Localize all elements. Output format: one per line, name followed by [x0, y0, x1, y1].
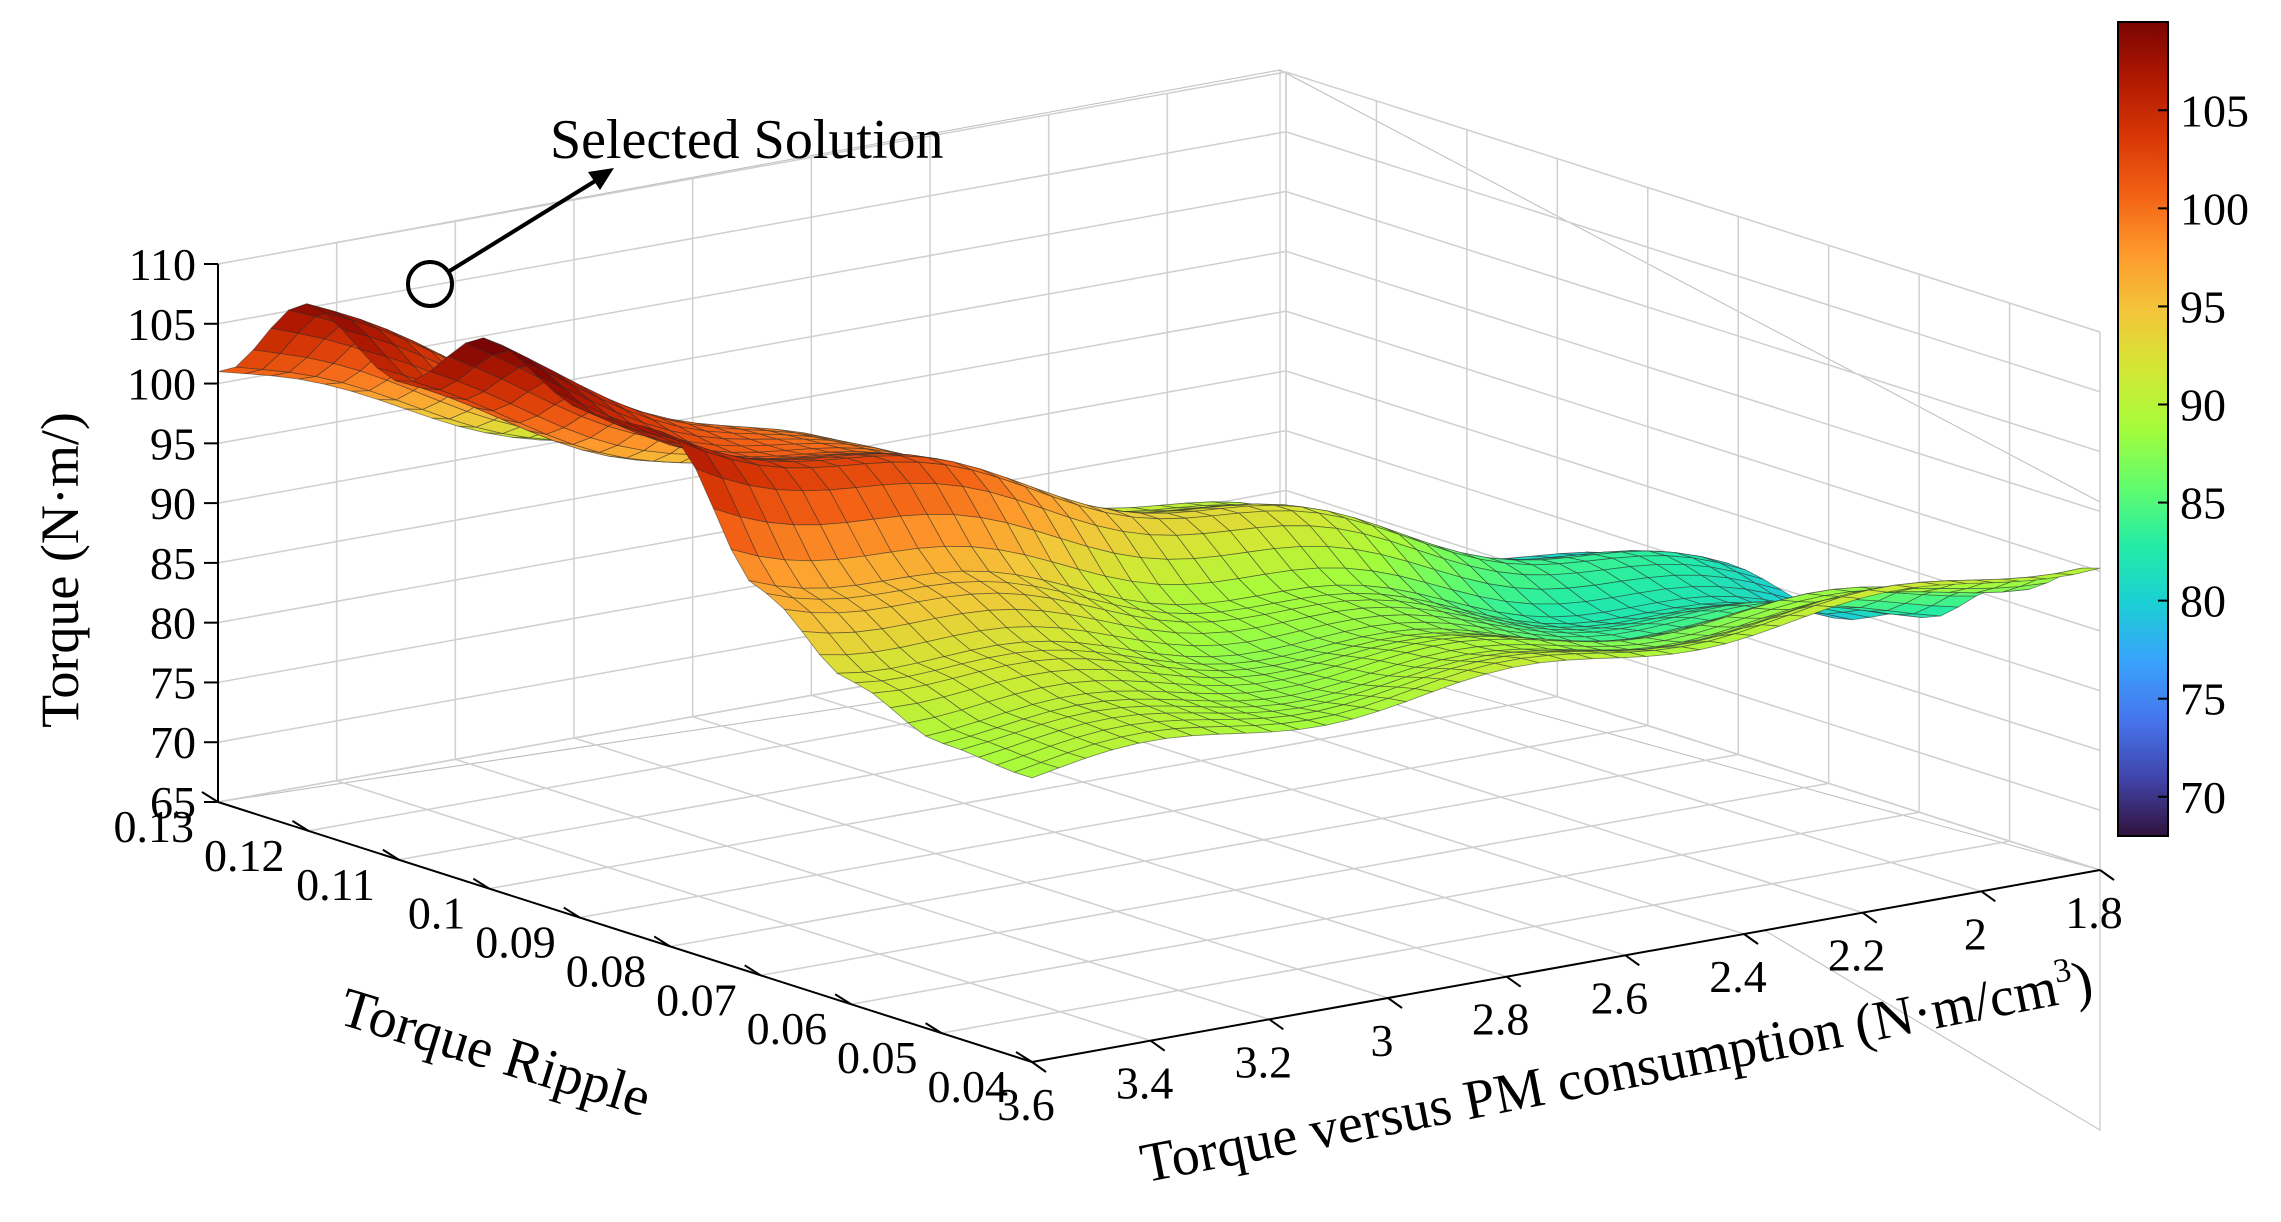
surface-facet [1013, 762, 1060, 779]
colorbar-tick-label: 75 [2180, 674, 2226, 725]
x-tick-mark [834, 993, 852, 1006]
z-tick-label: 80 [150, 598, 196, 649]
x-tick-mark [382, 848, 400, 861]
z-tick-label: 105 [127, 299, 196, 350]
x-axis-ticks: 0.130.120.11 0.10.090.080.070.060.050.04 [114, 791, 1033, 1112]
grid-line-pm [810, 157, 1626, 957]
x-tick-label: 0.05 [837, 1032, 918, 1083]
y-tick-label: 1.8 [2065, 887, 2123, 938]
selected-solution-label: Selected Solution [550, 109, 944, 171]
selected-solution-arrow [446, 176, 602, 274]
y-tick-label: 3.4 [1116, 1058, 1174, 1109]
z-axis-label: Torque (N·m/) [30, 412, 90, 728]
y-axis-label-superscript: 3 [2050, 951, 2074, 991]
z-tick-label: 65 [150, 777, 196, 828]
y-tick-mark [1624, 954, 1640, 967]
grid-line-pm [691, 178, 1507, 978]
x-tick-mark [1015, 1051, 1033, 1063]
y-tick-mark [1150, 1039, 1166, 1052]
z-tick-label: 90 [150, 478, 196, 529]
y-tick-label: 2.2 [1828, 930, 1886, 981]
x-tick-mark [744, 964, 762, 977]
x-tick-label: 0.06 [747, 1003, 828, 1054]
x-tick-mark [563, 906, 581, 919]
colorbar-ticks: 70 75 80 85 90 95 100 105 [2158, 85, 2249, 823]
z-tick-label: 95 [150, 418, 196, 469]
x-tick-mark [925, 1022, 943, 1034]
x-axis-line [217, 801, 1033, 1063]
x-tick-label: 0.11 [296, 859, 375, 910]
y-tick-label: 3 [1371, 1015, 1394, 1066]
x-tick-label: 0.07 [656, 974, 737, 1025]
x-tick-label: 0.08 [566, 945, 647, 996]
x-tick-mark [472, 877, 490, 890]
x-tick-mark [201, 791, 219, 803]
colorbar-tick-label: 100 [2180, 183, 2249, 234]
y-tick-mark [1387, 997, 1403, 1009]
z-tick-label: 100 [127, 359, 196, 410]
colorbar-tick-label: 90 [2180, 379, 2226, 430]
y-tick-mark [1268, 1018, 1284, 1031]
colorbar-tick-label: 95 [2180, 281, 2226, 332]
colorbar-tick-label: 105 [2180, 85, 2249, 136]
grid-lines [217, 71, 2101, 1063]
y-tick-mark [1031, 1061, 1047, 1073]
y-tick-label: 2.6 [1591, 972, 1649, 1023]
colorbar [2117, 21, 2169, 837]
surface-mesh [217, 303, 2101, 779]
y-tick-label: 2.8 [1472, 994, 1530, 1045]
x-axis-label: Torque Ripple [333, 976, 658, 1129]
x-tick-label: 0.04 [928, 1061, 1009, 1112]
y-axis-line [1031, 869, 2101, 1063]
y-tick-label: 3.2 [1235, 1036, 1293, 1087]
colorbar-tick-label: 85 [2180, 478, 2226, 529]
z-tick-label: 110 [129, 239, 196, 290]
y-tick-mark [1980, 890, 1996, 903]
x-tick-label: 0.1 [408, 888, 466, 939]
x-tick-label: 0.09 [475, 917, 556, 968]
z-tick-label: 70 [150, 717, 196, 768]
y-tick-label: 3.6 [997, 1079, 1055, 1130]
grid-line-pm [573, 200, 1389, 999]
y-tick-mark [1743, 933, 1759, 945]
y-tick-label: 2.4 [1709, 951, 1767, 1002]
y-tick-mark [2099, 869, 2115, 881]
colorbar-tick-label: 70 [2180, 772, 2226, 823]
y-tick-mark [1506, 975, 1522, 988]
z-axis-ticks: 65 70 75 80 85 90 95 100 105 110 [127, 239, 218, 828]
x-tick-label: 0.12 [204, 830, 285, 881]
y-tick-mark [1862, 911, 1878, 924]
grid-line-pm [335, 242, 1151, 1042]
y-axis-ticks: 3.6 3.4 3.2 3 2.8 2.6 2.4 2.2 2 1.8 [997, 869, 2123, 1130]
y-tick-label: 2 [1964, 908, 1987, 959]
selected-solution-arrowhead [588, 168, 614, 190]
x-tick-mark [291, 820, 309, 832]
x-tick-mark [653, 935, 671, 948]
selected-solution-marker [406, 260, 454, 308]
colorbar-tick-label: 80 [2180, 576, 2226, 627]
z-tick-label: 75 [150, 657, 196, 708]
x-tick-label: 0.13 [114, 801, 195, 852]
z-tick-label: 85 [150, 538, 196, 589]
